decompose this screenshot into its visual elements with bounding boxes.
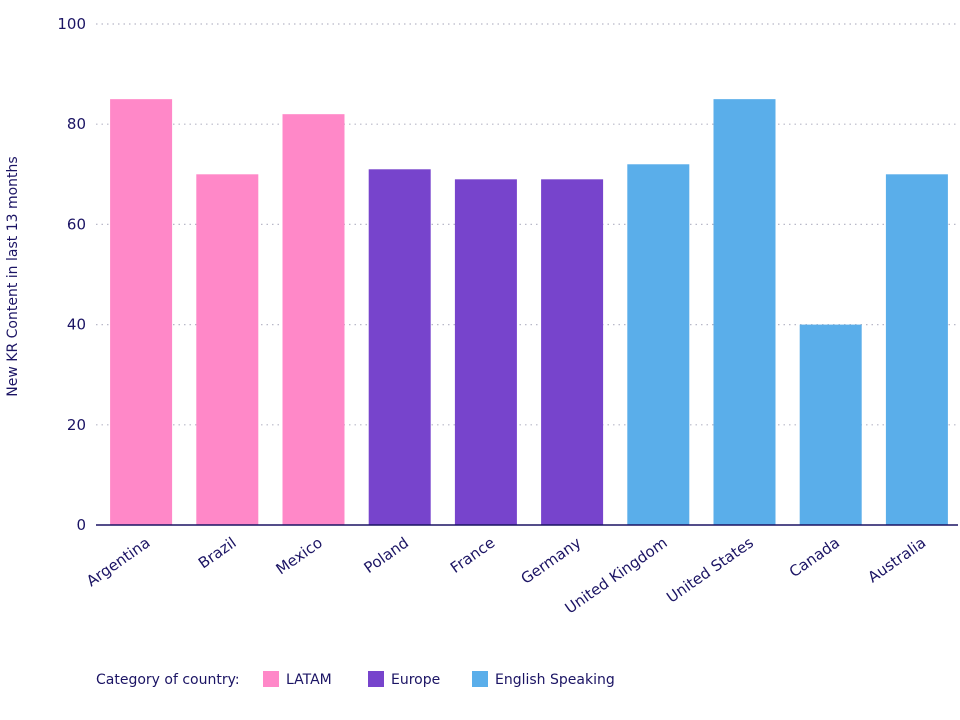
legend: Category of country: LATAM Europe English …: [96, 671, 615, 688]
x-tick-label: Argentina: [83, 534, 153, 591]
x-tick-label: United States: [663, 533, 757, 606]
y-tick-label: 80: [67, 115, 86, 133]
legend-entry-label: LATAM: [286, 672, 332, 688]
bar-brazil: [196, 174, 259, 526]
y-tick-label: 100: [57, 15, 86, 33]
legend-title: Category of country:: [96, 672, 240, 688]
bar-united-states: [713, 99, 776, 526]
bar-mexico: [282, 114, 345, 526]
y-tick-label: 0: [76, 516, 86, 534]
x-axis-labels: Argentina Brazil Mexico Poland France Germany…: [83, 533, 929, 617]
y-axis-label: New KR Content in last 13 months: [5, 156, 21, 396]
x-tick-label: Australia: [865, 534, 930, 587]
x-tick-label: Germany: [518, 533, 585, 587]
x-tick-label: Poland: [361, 534, 412, 577]
x-tick-label: Brazil: [195, 534, 240, 573]
legend-swatch: [263, 671, 279, 687]
y-tick-label: 40: [67, 316, 86, 334]
bar-poland: [368, 169, 431, 526]
bar-argentina: [110, 99, 173, 526]
bar-canada: [799, 324, 862, 525]
bars: [110, 99, 948, 526]
legend-swatch: [472, 671, 488, 687]
bar-germany: [541, 179, 604, 525]
bar-australia: [885, 174, 948, 526]
bar-united-kingdom: [627, 164, 690, 525]
x-tick-label: Mexico: [273, 534, 326, 579]
legend-entry-label: Europe: [391, 672, 440, 688]
y-axis-ticks: 0 20 40 60 80 100: [57, 15, 86, 534]
bar-france: [454, 179, 517, 525]
y-tick-label: 60: [67, 215, 86, 233]
y-tick-label: 20: [67, 416, 86, 434]
legend-entry-label: English Speaking: [495, 672, 615, 688]
x-tick-label: Canada: [786, 534, 843, 581]
legend-swatch: [368, 671, 384, 687]
x-tick-label: France: [447, 534, 498, 577]
